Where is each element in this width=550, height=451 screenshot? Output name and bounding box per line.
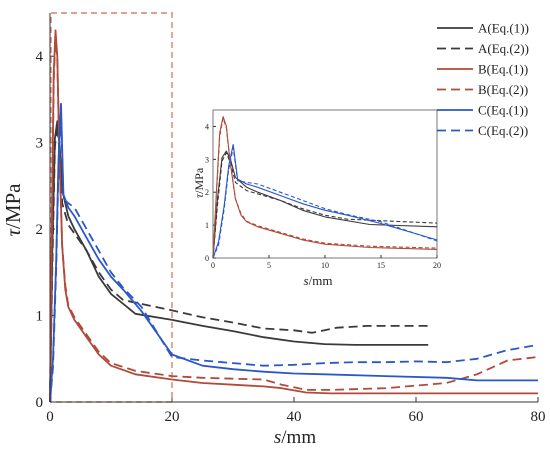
inset-y-axis-label: τ/MPa <box>192 167 206 198</box>
legend-item-b-eq-2: B(Eq.(2)) <box>437 82 528 97</box>
legend-label: C(Eq.(2)) <box>478 123 528 138</box>
inset-y-tick-label: 3 <box>205 155 209 164</box>
legend-label: B(Eq.(1)) <box>478 62 528 77</box>
inset-y-tick-label: 1 <box>205 221 209 230</box>
legend-label: C(Eq.(1)) <box>478 103 528 118</box>
main-x-axis-label: s/mm <box>274 427 316 448</box>
inset-x-tick-label: 10 <box>321 261 329 270</box>
inset-x-tick-label: 15 <box>377 261 385 270</box>
inset-series-c-eq-2 <box>213 147 437 258</box>
main-x-tick-label: 40 <box>287 409 302 425</box>
legend: A(Eq.(1)) A(Eq.(2)) B(Eq.(1)) B(Eq.(2)) C(Eq… <box>437 21 529 138</box>
inset-x-tick-label: 20 <box>433 261 441 270</box>
main-series-b-eq-2 <box>49 33 539 403</box>
legend-label: A(Eq.(1)) <box>478 21 529 36</box>
main-x-axis-unit: /mm <box>281 427 316 448</box>
inset-y-axis-unit: /MPa <box>192 167 206 194</box>
main-y-axis-label: τ/MPa <box>1 183 25 237</box>
legend-item-c-eq-1: C(Eq.(1)) <box>437 103 528 118</box>
inset-x-axis-unit: /mm <box>309 273 333 288</box>
main-y-tick-label: 0 <box>36 395 44 411</box>
inset-plot: 0 5 10 15 20 0 1 2 3 4 τ/MPa s/mm <box>192 109 441 288</box>
legend-item-c-eq-2: C(Eq.(2)) <box>437 123 528 138</box>
main-y-tick-label: 4 <box>36 49 44 65</box>
inset-y-tick-label: 0 <box>205 254 209 263</box>
main-x-tick-label: 0 <box>46 409 54 425</box>
inset-x-axis-label: s/mm <box>304 273 333 288</box>
inset-y-tick-label: 2 <box>205 188 209 197</box>
legend-item-a-eq-2: A(Eq.(2)) <box>437 41 529 56</box>
inset-x-tick-label: 0 <box>211 261 215 270</box>
legend-label: A(Eq.(2)) <box>478 41 529 56</box>
inset-x-tick-label: 5 <box>267 261 271 270</box>
inset-series-b-eq-2 <box>213 117 437 258</box>
main-x-tick-label: 80 <box>531 409 546 425</box>
main-x-axis-variable: s <box>274 427 281 448</box>
inset-y-axis-variable: τ <box>192 193 206 198</box>
main-series-c-eq-2 <box>49 111 539 403</box>
legend-item-b-eq-1: B(Eq.(1)) <box>437 62 528 77</box>
main-y-tick-label: 3 <box>36 136 44 152</box>
main-y-tick-label: 2 <box>36 222 44 238</box>
main-x-tick-label: 60 <box>409 409 424 425</box>
main-y-axis-variable: τ <box>1 228 25 237</box>
main-series-lines <box>49 29 539 403</box>
inset-series-a-eq-2 <box>213 152 437 258</box>
inset-y-tick-label: 4 <box>205 122 209 131</box>
inset-x-axis-variable: s <box>304 273 309 288</box>
legend-item-a-eq-1: A(Eq.(1)) <box>437 21 529 36</box>
legend-label: B(Eq.(2)) <box>478 82 528 97</box>
inset-series-lines <box>213 116 437 258</box>
inset-axis-ticks: 0 5 10 15 20 0 1 2 3 4 <box>205 122 441 270</box>
main-x-tick-label: 20 <box>165 409 180 425</box>
main-series-c-eq-1 <box>49 102 538 403</box>
inset-frame <box>212 109 438 259</box>
main-y-axis-unit: /MPa <box>1 183 25 229</box>
main-y-tick-label: 1 <box>36 309 44 325</box>
inset-series-a-eq-1 <box>213 150 437 258</box>
